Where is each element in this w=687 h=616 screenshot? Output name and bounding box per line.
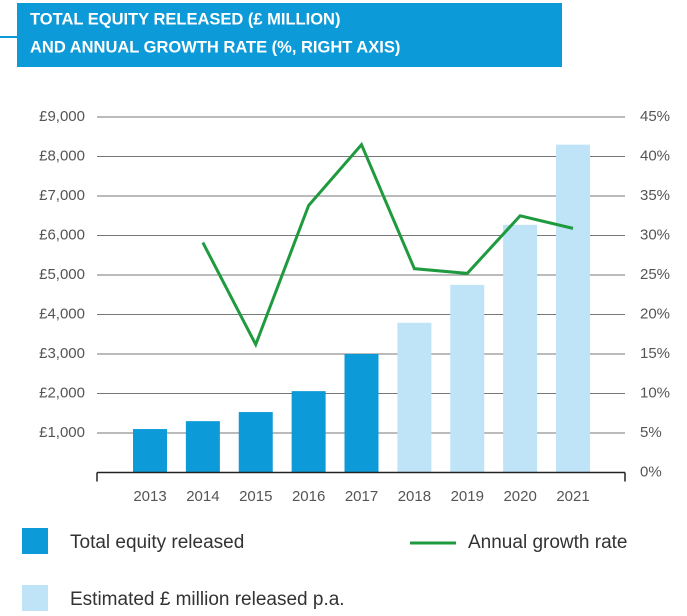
legend-swatch [22,585,48,611]
y-tick-label: £9,000 [39,108,85,125]
bar [238,412,273,473]
x-tick-label: 2015 [239,488,272,505]
chart-title: AND ANNUAL GROWTH RATE (%, RIGHT AXIS) [30,38,400,56]
x-tick-label: 2020 [503,488,536,505]
y-tick-label: £3,000 [39,345,85,362]
x-tick-label: 2013 [133,488,166,505]
y2-tick-label: 25% [640,266,670,283]
bar [556,144,590,473]
chart-title: TOTAL EQUITY RELEASED (£ MILLION) [30,10,340,28]
bar [450,284,485,473]
bar [503,224,538,473]
y-tick-label: £8,000 [39,147,85,164]
bar [291,391,326,473]
y2-tick-label: 5% [640,424,662,441]
y2-tick-label: 35% [640,187,670,204]
x-tick-label: 2016 [292,488,325,505]
y-tick-label: £2,000 [39,384,85,401]
x-tick-label: 2014 [186,488,219,505]
y2-tick-label: 0% [640,463,662,480]
y-tick-label: £4,000 [39,305,85,322]
y-tick-label: £7,000 [39,187,85,204]
y2-tick-label: 15% [640,345,670,362]
legend-label: Estimated £ million released p.a. [70,589,345,610]
x-tick-label: 2019 [451,488,484,505]
x-tick-label: 2017 [345,488,378,505]
x-tick-label: 2018 [398,488,431,505]
growth-line [201,141,574,349]
bar [133,429,167,473]
legend-label: Annual growth rate [468,532,628,553]
bar [397,322,432,473]
legend-swatch [22,528,48,554]
title-banner [17,3,562,67]
y2-tick-label: 20% [640,305,670,322]
y-tick-label: £1,000 [39,424,85,441]
x-tick-label: 2021 [556,488,589,505]
bar [185,421,220,473]
bar [344,354,379,473]
y-tick-label: £6,000 [39,226,85,243]
legend-label: Total equity released [70,532,244,553]
y2-tick-label: 40% [640,147,670,164]
y-tick-label: £5,000 [39,266,85,283]
y2-tick-label: 30% [640,226,670,243]
y2-tick-label: 10% [640,384,670,401]
y2-tick-label: 45% [640,108,670,125]
